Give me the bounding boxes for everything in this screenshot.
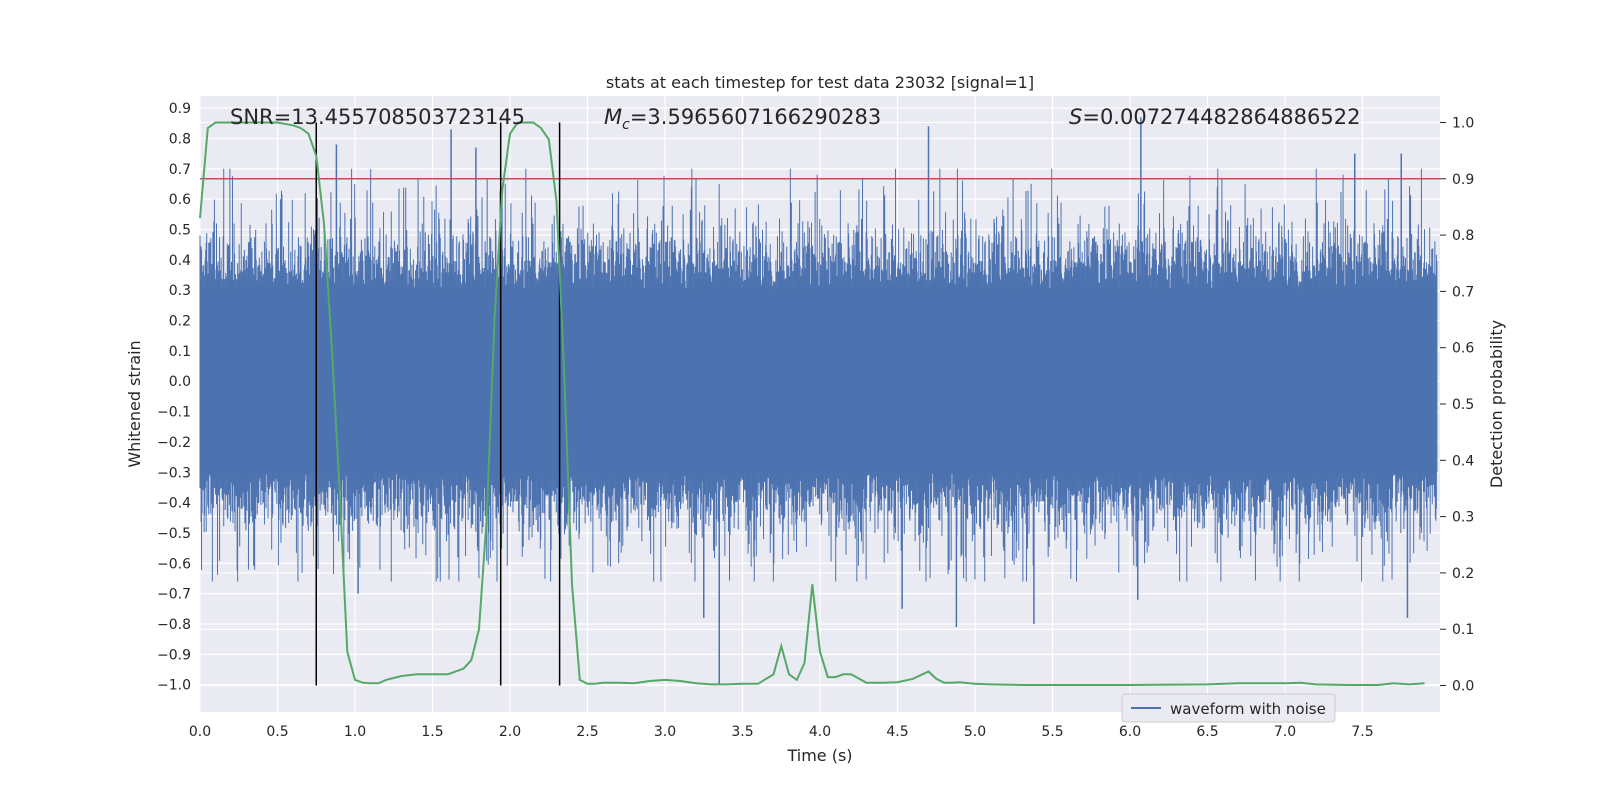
x-tick-label: 6.5: [1196, 724, 1218, 740]
y-left-tick-label: 0.7: [169, 162, 191, 178]
y-right-tick-label: 0.2: [1452, 566, 1474, 582]
y-left-tick-label: −0.8: [157, 617, 191, 633]
snr-annotation: SNR=13.455708503723145: [230, 105, 525, 129]
y-left-tick-label: −0.3: [157, 465, 191, 481]
legend: waveform with noise: [1121, 693, 1336, 723]
chirp-mass-annotation: Mc=3.5965607166290283: [604, 105, 881, 133]
s-annotation: S=0.007274482864886522: [1069, 105, 1360, 129]
y-left-axis-label: Whitened strain: [125, 340, 144, 467]
waveform-series: [199, 117, 1438, 685]
y-left-tick-label: 0.3: [169, 283, 191, 299]
y-left-tick-label: 0.4: [169, 253, 191, 269]
chirp-mass-symbol: M: [604, 105, 622, 129]
s-symbol: S: [1069, 105, 1082, 129]
y-right-tick-label: 0.5: [1452, 397, 1474, 413]
x-tick-label: 0.5: [266, 724, 288, 740]
chirp-mass-value: =3.5965607166290283: [630, 105, 881, 129]
y-left-tick-label: −0.7: [157, 587, 191, 603]
x-tick-label: 6.0: [1119, 724, 1141, 740]
x-tick-label: 5.5: [1041, 724, 1063, 740]
chart-title: stats at each timestep for test data 230…: [606, 73, 1034, 92]
x-tick-label: 7.5: [1351, 724, 1373, 740]
y-right-tick-label: 0.7: [1452, 284, 1474, 300]
y-left-tick-label: −1.0: [157, 678, 191, 694]
y-left-tick-label: 0.0: [169, 374, 191, 390]
y-right-tick-label: 0.4: [1452, 453, 1474, 469]
y-right-axis-label: Detection probability: [1487, 320, 1506, 488]
x-tick-label: 5.0: [964, 724, 986, 740]
y-left-tick-label: 0.5: [169, 223, 191, 239]
y-right-tick-label: 0.3: [1452, 510, 1474, 526]
y-left-tick-label: −0.2: [157, 435, 191, 451]
x-tick-label: 4.0: [809, 724, 831, 740]
x-tick-label: 7.0: [1274, 724, 1296, 740]
x-tick-label: 0.0: [189, 724, 211, 740]
x-tick-label: 3.0: [654, 724, 676, 740]
y-left-tick-label: −0.4: [157, 496, 191, 512]
x-axis-label: Time (s): [786, 746, 852, 765]
probability-series-line: [199, 121, 1425, 686]
y-left-tick-label: −0.9: [157, 647, 191, 663]
y-right-tick-label: 0.8: [1452, 228, 1474, 244]
chirp-mass-subscript: c: [622, 117, 630, 133]
y-right-tick-label: 0.6: [1452, 341, 1474, 357]
y-right-axis-ticks: 1.0 0.9 0.8 0.7 0.6 0.5 0.4 0.3 0.2 0.1 0.0: [1440, 115, 1474, 695]
y-left-tick-label: −0.1: [157, 405, 191, 421]
x-tick-label: 2.5: [576, 724, 598, 740]
y-left-tick-label: −0.6: [157, 556, 191, 572]
y-right-tick-label: 0.0: [1452, 679, 1474, 695]
x-tick-label: 1.5: [421, 724, 443, 740]
y-right-tick-label: 0.1: [1452, 622, 1474, 638]
x-tick-label: 1.0: [344, 724, 366, 740]
x-axis-ticks: 0.0 0.5 1.0 1.5 2.0 2.5 3.0 3.5 4.0 4.5 5.0 5.5 6.0 6…: [189, 724, 1374, 740]
y-left-axis-ticks: 0.9 0.8 0.7 0.6 0.5 0.4 0.3 0.2 0.1 0.0 −0.1 −0.2 −0…: [157, 101, 191, 694]
y-right-tick-label: 1.0: [1452, 115, 1474, 131]
y-left-tick-label: 0.6: [169, 192, 191, 208]
y-left-tick-label: 0.1: [169, 344, 191, 360]
y-left-tick-label: −0.5: [157, 526, 191, 542]
legend-entry: waveform with noise: [1170, 700, 1326, 718]
y-left-tick-label: 0.8: [169, 131, 191, 147]
y-left-tick-label: 0.2: [169, 314, 191, 330]
s-value: =0.007274482864886522: [1082, 105, 1360, 129]
x-tick-label: 4.5: [886, 724, 908, 740]
x-tick-label: 2.0: [499, 724, 521, 740]
y-right-tick-label: 0.9: [1452, 172, 1474, 188]
legend-box: [1121, 693, 1336, 723]
waveform-core-band: [200, 290, 1437, 473]
y-left-tick-label: 0.9: [169, 101, 191, 117]
x-tick-label: 3.5: [731, 724, 753, 740]
